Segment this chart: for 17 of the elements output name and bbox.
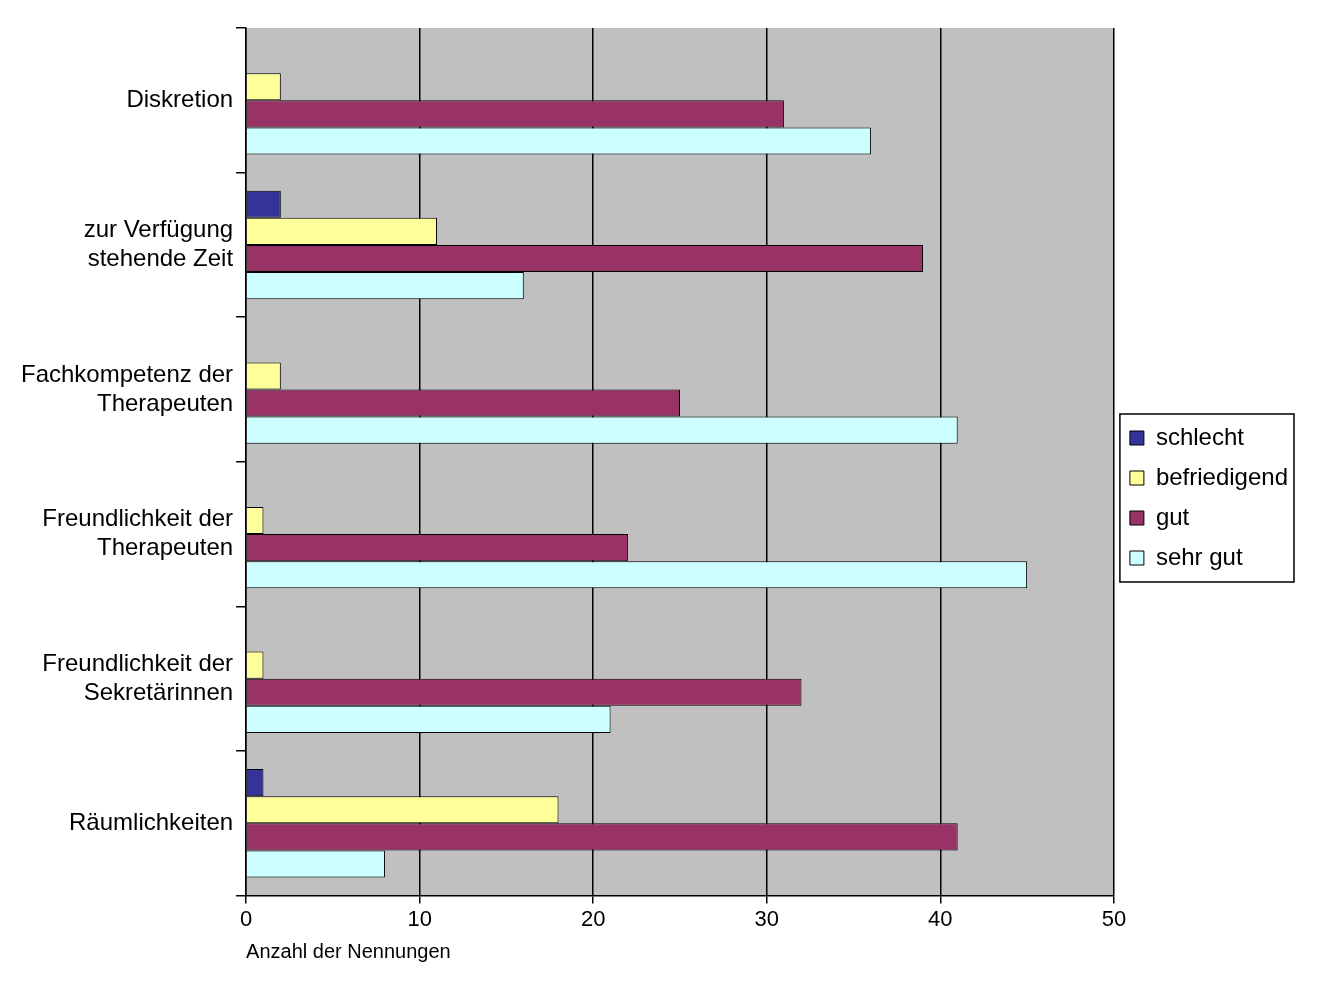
x-tick-label: 0: [239, 905, 253, 931]
y-tick-label: Räumlichkeiten: [69, 807, 234, 835]
y-tick-label: Diskretion: [126, 84, 234, 112]
x-tick-label: 50: [1101, 905, 1127, 931]
legend-label: sehr gut: [1155, 542, 1243, 570]
x-tick-label: 10: [407, 905, 432, 931]
y-tick-label: Fachkompetenz der Therapeuten: [21, 359, 234, 416]
legend-label: befriedigend: [1155, 462, 1288, 490]
y-tick-label: Freundlichkeit der Sekretärinnen: [42, 648, 234, 705]
x-tick-label: 30: [754, 905, 780, 931]
x-axis-title: Anzahl der Nennungen: [246, 939, 451, 962]
y-tick-label: zur Verfügung stehende Zeit: [83, 215, 234, 271]
x-tick-label: 20: [580, 905, 606, 931]
x-tick-label: 40: [928, 905, 953, 931]
y-tick-label: Freundlichkeit der Therapeuten: [42, 504, 234, 561]
legend-label: schlecht: [1155, 422, 1245, 450]
legend-label: gut: [1155, 502, 1190, 530]
